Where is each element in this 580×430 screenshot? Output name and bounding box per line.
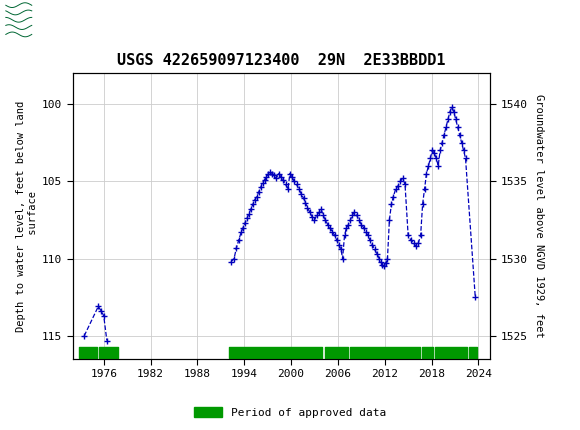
Title: USGS 422659097123400  29N  2E33BBDD1: USGS 422659097123400 29N 2E33BBDD1 (117, 53, 445, 68)
Legend: Period of approved data: Period of approved data (190, 403, 390, 422)
Y-axis label: Depth to water level, feet below land
 surface: Depth to water level, feet below land su… (16, 101, 38, 332)
FancyBboxPatch shape (5, 3, 54, 37)
Text: USGS: USGS (61, 11, 112, 29)
Y-axis label: Groundwater level above NGVD 1929, feet: Groundwater level above NGVD 1929, feet (534, 94, 544, 338)
